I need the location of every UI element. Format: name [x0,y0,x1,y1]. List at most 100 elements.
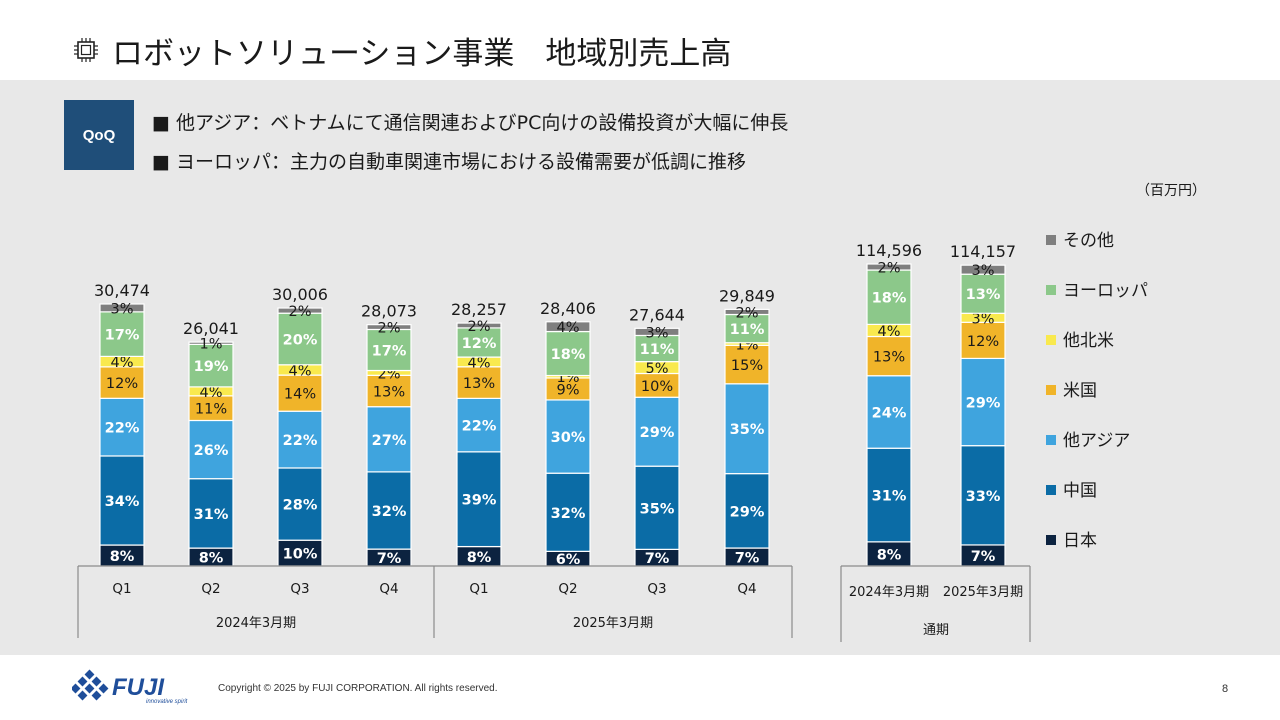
segment-label: 29% [730,504,765,520]
bar-segment [99,303,145,313]
bar-total-label: 114,157 [950,242,1016,261]
segment-label: 39% [462,493,497,509]
bar-segment [960,264,1006,275]
segment-label: 35% [640,501,675,517]
segment-label: 15% [731,358,763,374]
category-tick-label: Q1 [469,581,488,597]
bar-segment [277,539,323,567]
bar-segment [866,263,912,271]
segment-label: 7% [735,551,760,567]
legend-label: ヨーロッパ [1063,281,1148,301]
bar-total-label: 30,474 [94,281,150,300]
segment-label: 31% [872,489,907,505]
segment-label: 4% [110,355,133,371]
unit-label: （百万円） [1136,183,1206,199]
bar-segment [188,343,234,388]
segment-label: 22% [105,421,140,437]
regional-sales-chart: 8%34%22%12%4%17%3%30,4748%31%26%11%4%19%… [77,231,1148,642]
bar-total-label: 28,073 [361,302,417,321]
legend-label: 他北米 [1063,331,1114,351]
category-tick-label: 2025年3月期 [943,585,1023,600]
category-tick-label: Q4 [379,581,398,597]
segment-label: 9% [556,382,579,398]
segment-label: 2% [377,321,400,337]
bar-segment [277,307,323,314]
bar-total-label: 114,596 [856,241,922,260]
segment-label: 18% [551,347,586,363]
segment-label: 10% [641,379,673,395]
bar-total-label: 30,006 [272,285,328,304]
segment-label: 22% [283,433,318,449]
legend-label: 中国 [1063,481,1097,501]
legend-label: その他 [1063,231,1114,251]
bar-segment [866,447,912,543]
bar-segment [456,327,502,358]
category-tick-label: Q3 [647,581,666,597]
bar-total-label: 28,257 [451,300,507,319]
bar-segment [866,375,912,449]
legend-swatch [1046,385,1056,395]
title-bar [0,0,1280,80]
bar-total-label: 27,644 [629,305,685,324]
segment-label: 18% [872,291,907,307]
segment-label: 17% [105,328,140,344]
bar-segment [366,374,412,408]
bar-segment [277,312,323,366]
segment-label: 13% [373,385,405,401]
segment-label: 19% [194,359,229,375]
legend-swatch [1046,535,1056,545]
copyright-text: Copyright © 2025 by FUJI CORPORATION. Al… [218,683,498,694]
bar-segment [545,321,591,333]
bar-segment [960,357,1006,447]
legend-swatch [1046,235,1056,245]
qoq-badge: QoQ [64,100,134,170]
legend-swatch [1046,485,1056,495]
segment-label: 5% [645,361,668,377]
group-label: 2025年3月期 [573,616,653,631]
bullet-europe: ■ ヨーロッパ：主力の自動車関連市場における設備需要が低調に推移 [152,151,746,173]
legend-label: 他アジア [1063,431,1130,451]
bar-segment [724,344,770,385]
segment-label: 29% [966,396,1001,412]
footer [0,655,1280,720]
segment-label: 29% [640,425,675,441]
bar-total-label: 26,041 [183,319,239,338]
segment-label: 3% [645,325,668,341]
legend-swatch [1046,285,1056,295]
category-tick-label: Q4 [737,581,756,597]
segment-label: 7% [971,549,996,565]
bar-segment [866,335,912,377]
segment-label: 32% [372,504,407,520]
bar-segment [634,334,680,363]
bar-segment [99,366,145,399]
bar-segment [456,397,502,453]
segment-label: 13% [463,376,495,392]
segment-label: 4% [288,363,311,379]
logo-tagline: innovative spirit [146,699,188,705]
page-number: 8 [1222,683,1229,695]
bar-segment [456,322,502,329]
segment-label: 35% [730,422,765,438]
segment-label: 2% [877,261,900,277]
segment-label: 13% [873,350,905,366]
segment-label: 22% [462,419,497,435]
bar-segment [545,472,591,552]
logo-wordmark: FUJI [112,674,165,701]
bar-segment [456,451,502,548]
segment-label: 31% [194,507,229,523]
bar-segment [634,396,680,467]
bar-segment [545,330,591,377]
segment-label: 12% [462,336,497,352]
segment-label: 27% [372,433,407,449]
segment-label: 8% [467,550,492,566]
bar-segment [866,269,912,326]
group-label: 通期 [923,623,949,638]
segment-label: 3% [110,301,133,317]
segment-label: 32% [551,506,586,522]
group-label: 2024年3月期 [216,616,296,631]
bar-segment [366,328,412,372]
bar-segment [366,324,412,331]
segment-label: 12% [106,376,138,392]
segment-label: 4% [199,385,222,401]
category-tick-label: Q3 [290,581,309,597]
